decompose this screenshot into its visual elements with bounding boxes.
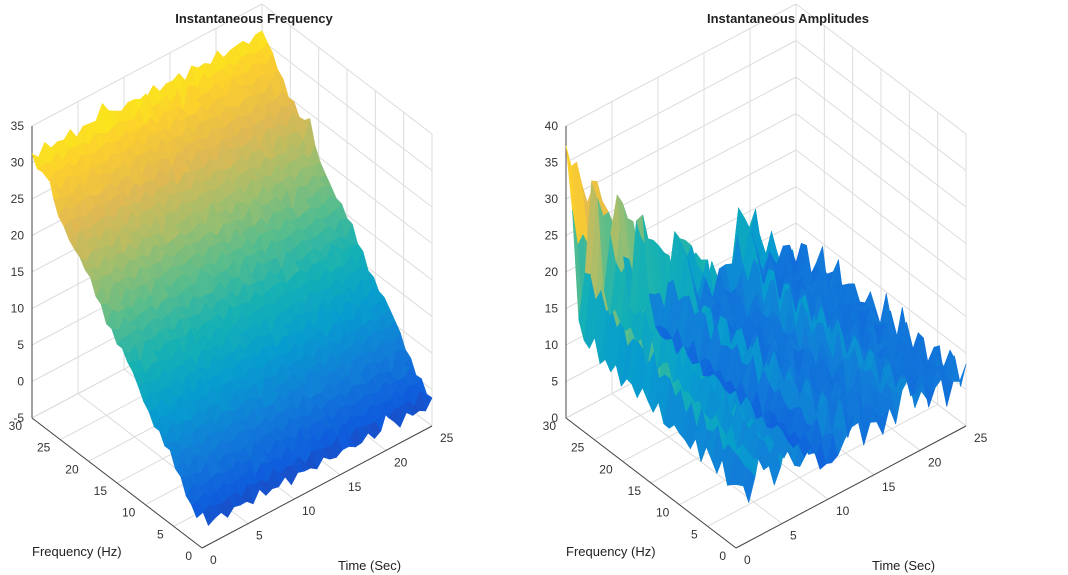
freq-tick-label: 5 <box>157 527 164 541</box>
time-tick-label: 15 <box>882 480 896 494</box>
z-tick-label: 25 <box>545 229 559 243</box>
freq-axis-line <box>31 417 203 549</box>
z-tick-label: 10 <box>545 338 559 352</box>
time-tick-label: 5 <box>790 529 797 543</box>
freq-tick-label: 0 <box>185 549 192 563</box>
time-tick-label: 5 <box>256 529 263 543</box>
z-tick-label: 5 <box>17 338 24 352</box>
z-tick-label: 35 <box>545 156 559 170</box>
freq-axis-label: Frequency (Hz) <box>566 544 656 559</box>
time-tick-label: 20 <box>928 455 942 469</box>
time-tick-label: 0 <box>744 553 751 567</box>
axes <box>565 126 967 549</box>
time-tick-label: 10 <box>302 504 316 518</box>
z-tick-label: 40 <box>545 119 559 133</box>
z-tick-label: 30 <box>545 192 559 206</box>
freq-tick-label: 25 <box>571 441 585 455</box>
freq-tick-label: 30 <box>543 419 557 433</box>
freq-tick-label: 15 <box>628 484 642 498</box>
freq-axis-label: Frequency (Hz) <box>32 544 122 559</box>
chart-instantaneous-frequency: -5 0 5 10 15 20 25 30 35 0 5 10 15 20 25 30 0 5 10 15 20 25 In… <box>9 3 454 573</box>
surface <box>565 145 967 503</box>
z-tick-label: 25 <box>11 192 25 206</box>
z-tick-label: 15 <box>545 302 559 316</box>
time-tick-label: 25 <box>974 431 988 445</box>
time-axis-line <box>735 425 967 549</box>
surface <box>31 30 433 526</box>
z-tick-label: 30 <box>11 156 25 170</box>
z-tick-label: 35 <box>11 119 25 133</box>
time-tick-label: 0 <box>210 553 217 567</box>
z-tick-label: 20 <box>545 265 559 279</box>
z-tick-label: 5 <box>551 375 558 389</box>
freq-tick-label: 10 <box>656 506 670 520</box>
time-tick-label: 25 <box>440 431 454 445</box>
chart-title: Instantaneous Frequency <box>175 11 333 26</box>
z-tick-label: -5 <box>13 411 24 425</box>
freq-tick-label: 0 <box>719 549 726 563</box>
z-tick-label: 0 <box>17 375 24 389</box>
chart-svg: -5 0 5 10 15 20 25 30 35 0 5 10 15 20 25 30 0 5 10 15 20 25 In… <box>9 3 454 573</box>
tick-labels: -5 0 5 10 15 20 25 30 35 0 5 10 15 20 25 30 0 5 10 15 20 25 <box>9 119 454 567</box>
z-tick-label: 20 <box>11 229 25 243</box>
time-axis-line <box>201 425 433 549</box>
chart-title: Instantaneous Amplitudes <box>707 11 869 26</box>
z-tick-label: 0 <box>551 411 558 425</box>
time-axis-label: Time (Sec) <box>872 558 935 573</box>
freq-tick-label: 10 <box>122 506 136 520</box>
freq-tick-label: 25 <box>37 441 51 455</box>
time-tick-label: 15 <box>348 480 362 494</box>
time-tick-label: 10 <box>836 504 850 518</box>
freq-tick-label: 5 <box>691 527 698 541</box>
chart-instantaneous-amplitudes: 0 5 10 15 20 25 30 35 40 0 5 10 15 20 25 30 0 5 10 15 20 25 In… <box>534 0 1068 575</box>
freq-tick-label: 20 <box>599 462 613 476</box>
z-tick-label: 10 <box>11 302 25 316</box>
z-tick-label: 15 <box>11 265 25 279</box>
freq-tick-label: 15 <box>94 484 108 498</box>
chart-svg: 05101520253035400510152025300510152025In… <box>543 3 988 573</box>
time-tick-label: 20 <box>394 455 408 469</box>
time-axis-label: Time (Sec) <box>338 558 401 573</box>
freq-tick-label: 20 <box>65 462 79 476</box>
freq-axis-line <box>565 417 737 549</box>
freq-tick-label: 30 <box>9 419 23 433</box>
axes <box>31 126 433 549</box>
